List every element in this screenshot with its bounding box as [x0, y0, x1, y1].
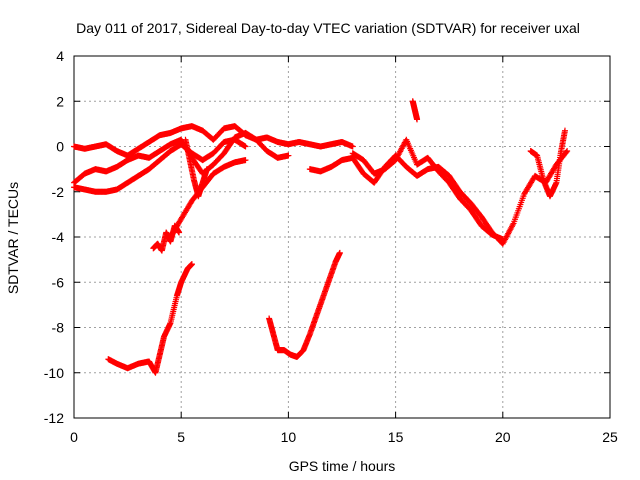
series-arc-ridge: [349, 136, 506, 243]
data-points: [71, 98, 571, 376]
data-point: [561, 127, 568, 134]
data-point: [349, 143, 356, 150]
y-tick-label: -10: [44, 365, 64, 381]
data-point: [563, 148, 570, 155]
y-tick-label: 4: [56, 48, 64, 64]
x-tick-label: 25: [602, 429, 618, 445]
data-point: [242, 157, 249, 164]
data-point: [285, 152, 292, 159]
series-arc-mid-right: [306, 148, 571, 247]
y-axis: -12 -10 -8 -6 -4 -2 0 2 4: [44, 48, 610, 426]
y-tick-label: -8: [52, 320, 65, 336]
series-arc-v: [266, 249, 343, 360]
grid: [74, 56, 610, 418]
x-tick-label: 15: [388, 429, 404, 445]
y-tick-label: 2: [56, 93, 64, 109]
y-tick-label: -12: [44, 410, 64, 426]
x-tick-label: 20: [495, 429, 511, 445]
series-arc-deep-left2: [150, 222, 183, 254]
x-axis: 0 5 10 15 20 25: [70, 56, 618, 445]
x-tick-label: 0: [70, 429, 78, 445]
y-tick-label: -2: [52, 184, 65, 200]
data-point: [336, 249, 343, 256]
x-tick-label: 5: [177, 429, 185, 445]
series-arc-deep-left: [105, 261, 195, 376]
y-tick-label: 0: [56, 139, 64, 155]
data-point: [188, 261, 195, 268]
series-arc-top: [71, 123, 356, 159]
data-point: [499, 236, 506, 243]
series-arc-low: [71, 136, 249, 195]
y-tick-label: -4: [52, 229, 65, 245]
series-arc-spike: [409, 98, 421, 123]
y-axis-label: SDTVAR / TECUs: [5, 182, 21, 294]
series-arc-rise: [167, 157, 249, 240]
data-point: [176, 229, 183, 236]
data-point: [564, 148, 571, 155]
chart-title: Day 011 of 2017, Sidereal Day-to-day VTE…: [76, 20, 580, 36]
data-point: [414, 116, 421, 123]
series-arc-end: [527, 127, 568, 200]
data-point: [203, 166, 210, 173]
x-tick-label: 10: [281, 429, 297, 445]
data-point: [242, 143, 249, 150]
series-arc-drop: [182, 136, 210, 200]
y-tick-label: -6: [52, 274, 65, 290]
x-axis-label: GPS time / hours: [289, 458, 396, 474]
